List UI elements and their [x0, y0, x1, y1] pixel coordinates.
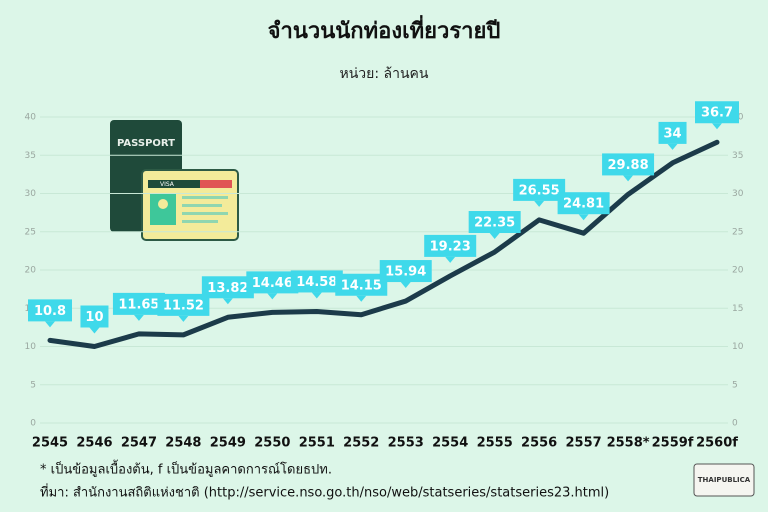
y2-tick-label: 15 [732, 304, 743, 314]
visa-row [182, 220, 218, 223]
visa-bar [148, 180, 232, 188]
value-label-box [290, 270, 343, 293]
value-label: 14.46 [252, 276, 293, 291]
value-label: 34 [663, 126, 681, 141]
value-label-pointer [311, 292, 322, 299]
value-label-pointer [89, 327, 100, 334]
value-label-pointer [178, 315, 189, 322]
y2-tick-label: 5 [732, 380, 738, 390]
value-label-pointer [45, 321, 55, 328]
y2-tick-label: 20 [732, 266, 744, 276]
visa-text: VISA [160, 181, 175, 188]
x-tick-label: 2550 [254, 436, 290, 451]
value-label-box [695, 101, 739, 124]
value-label-box [557, 192, 610, 215]
passport-text: PASSPORT [117, 138, 175, 149]
x-tick-label: 2549 [210, 436, 246, 451]
visa-face [158, 199, 168, 209]
value-label: 13.82 [207, 281, 248, 296]
passport-illustration: PASSPORT VISA [110, 120, 239, 241]
y-tick-label: 35 [25, 151, 36, 161]
x-tick-label: 2548 [165, 436, 201, 451]
value-label-box [80, 305, 109, 328]
y2-tick-label: 35 [732, 151, 743, 161]
x-tick-label: 2555 [477, 436, 513, 451]
value-label: 11.65 [118, 297, 159, 312]
value-label-box [468, 211, 521, 234]
value-label-pointer [623, 175, 634, 182]
value-label-box [201, 276, 254, 299]
y-tick-label: 5 [30, 380, 36, 390]
value-label-box [602, 153, 655, 176]
value-label: 14.58 [296, 275, 337, 290]
y2-tick-label: 25 [732, 227, 743, 237]
value-label-pointer [133, 314, 144, 321]
x-tick-label: 2554 [432, 436, 468, 451]
value-label: 19.23 [430, 239, 471, 254]
value-label-box [513, 178, 566, 201]
x-tick-label: 2557 [566, 436, 602, 451]
source: ที่มา: สำนักงานสถิติแห่งชาติ (http://ser… [40, 484, 609, 501]
value-label-box [112, 292, 165, 315]
note: * เป็นข้อมูลเบื้องต้น, f เป็นข้อมูลคาดกา… [40, 460, 332, 478]
x-tick-label: 2547 [121, 436, 157, 451]
value-label-pointer [712, 123, 722, 130]
value-label: 24.81 [563, 197, 604, 212]
y-tick-label: 40 [25, 113, 37, 123]
value-label: 22.35 [474, 216, 515, 231]
logo-box [693, 463, 755, 497]
value-label: 26.55 [519, 183, 560, 198]
value-label-pointer [534, 200, 545, 207]
value-label-box [658, 121, 687, 144]
value-label-pointer [356, 295, 367, 302]
value-label: 14.15 [341, 278, 382, 293]
x-tick-label: 2560f [696, 436, 738, 451]
y-tick-label: 10 [25, 342, 37, 352]
chart-title: จำนวนนักท่องเที่ยวรายปี [268, 14, 501, 44]
value-label-pointer [667, 143, 678, 150]
y-tick-label: 30 [25, 189, 37, 199]
x-tick-label: 2556 [521, 436, 557, 451]
y2-tick-label: 10 [732, 342, 744, 352]
value-label-pointer [400, 282, 411, 289]
x-tick-label: 2551 [299, 436, 335, 451]
logo: THAIPUBLICA [698, 476, 751, 484]
y-tick-label: 25 [25, 227, 36, 237]
value-label-pointer [222, 298, 233, 305]
y2-tick-label: 0 [732, 419, 738, 429]
x-tick-label: 2545 [32, 436, 68, 451]
value-label-pointer [267, 293, 278, 300]
visa-row [182, 196, 228, 199]
y-tick-label: 0 [30, 419, 36, 429]
value-label: 36.7 [701, 106, 733, 121]
value-label-box [157, 293, 210, 316]
chart-subtitle: หน่วย: ล้านคน [340, 66, 429, 82]
value-label-box [379, 260, 432, 283]
visa-row [182, 204, 222, 207]
value-label: 11.52 [163, 298, 204, 313]
x-tick-label: 2553 [388, 436, 424, 451]
x-tick-label: 2558* [607, 436, 650, 451]
value-label: 10 [85, 310, 103, 325]
value-label: 29.88 [608, 158, 649, 173]
value-label-box [28, 299, 72, 322]
value-label-pointer [489, 233, 500, 240]
value-label: 10.8 [34, 304, 66, 319]
x-tick-label: 2559f [652, 436, 694, 451]
value-label-box [335, 273, 388, 296]
value-label-box [424, 234, 477, 257]
value-label-pointer [578, 214, 589, 221]
visa-row [182, 212, 228, 215]
value-label: 15.94 [385, 265, 426, 280]
x-tick-label: 2546 [76, 436, 112, 451]
value-label-box [246, 271, 299, 294]
x-tick-label: 2552 [343, 436, 379, 451]
visa-red [200, 180, 232, 188]
y2-tick-label: 30 [732, 189, 744, 199]
value-label-pointer [445, 256, 456, 263]
y-tick-label: 20 [25, 266, 37, 276]
